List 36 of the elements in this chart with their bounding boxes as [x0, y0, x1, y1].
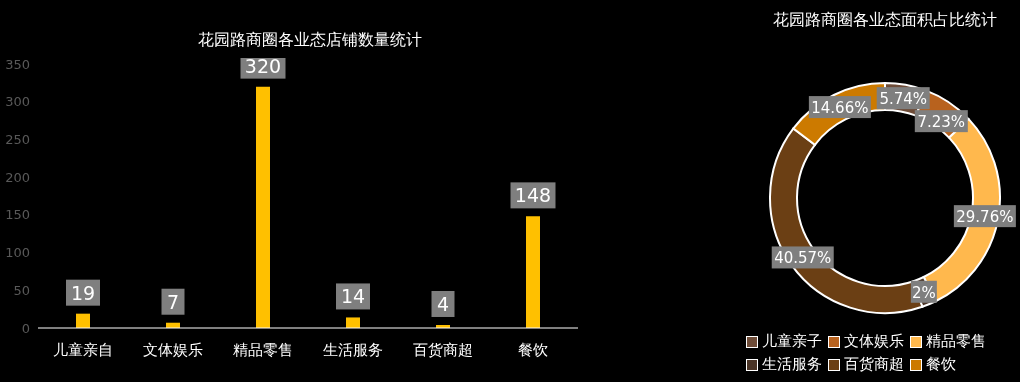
y-tick-label: 300 — [5, 94, 30, 110]
bar — [346, 317, 360, 328]
y-tick-label: 250 — [5, 132, 30, 148]
x-tick-label: 精品零售 — [233, 340, 293, 359]
data-label: 29.76% — [956, 208, 1014, 227]
data-label: 7.23% — [917, 113, 966, 132]
bar — [76, 313, 90, 328]
data-label: 320 — [244, 54, 282, 77]
data-label: 14.66% — [811, 99, 869, 118]
chart-title: 花园路商圈各业态面积占比统计 — [772, 10, 998, 31]
legend-label: 儿童亲子 — [761, 331, 822, 352]
bar — [256, 86, 270, 328]
x-tick-label: 生活服务 — [323, 340, 383, 359]
bar — [526, 216, 540, 328]
x-tick-label: 儿童亲自 — [53, 340, 113, 359]
y-tick-label: 350 — [5, 56, 30, 72]
data-label: 5.74% — [879, 90, 928, 109]
y-tick-label: 100 — [5, 245, 30, 261]
data-label: 4 — [436, 292, 450, 315]
x-tick-label: 文体娱乐 — [143, 340, 203, 359]
data-label: 148 — [514, 184, 552, 207]
y-tick-label: 0 — [21, 320, 30, 336]
chart-title: 花园路商圈各业态店铺数量统计 — [197, 30, 423, 51]
data-label: 2% — [911, 283, 936, 302]
y-tick-label: 150 — [5, 207, 30, 223]
legend-label: 生活服务 — [761, 354, 822, 375]
x-tick-label: 百货商超 — [413, 340, 473, 359]
legend-label: 餐饮 — [925, 354, 956, 375]
data-label: 7 — [166, 290, 180, 313]
data-label: 40.57% — [774, 249, 832, 268]
y-tick-label: 200 — [5, 169, 30, 185]
legend-label: 百货商超 — [843, 354, 904, 375]
x-tick-label: 餐饮 — [518, 340, 548, 359]
y-tick-label: 50 — [13, 282, 30, 298]
data-label: 14 — [340, 285, 366, 308]
data-label: 19 — [70, 281, 96, 304]
